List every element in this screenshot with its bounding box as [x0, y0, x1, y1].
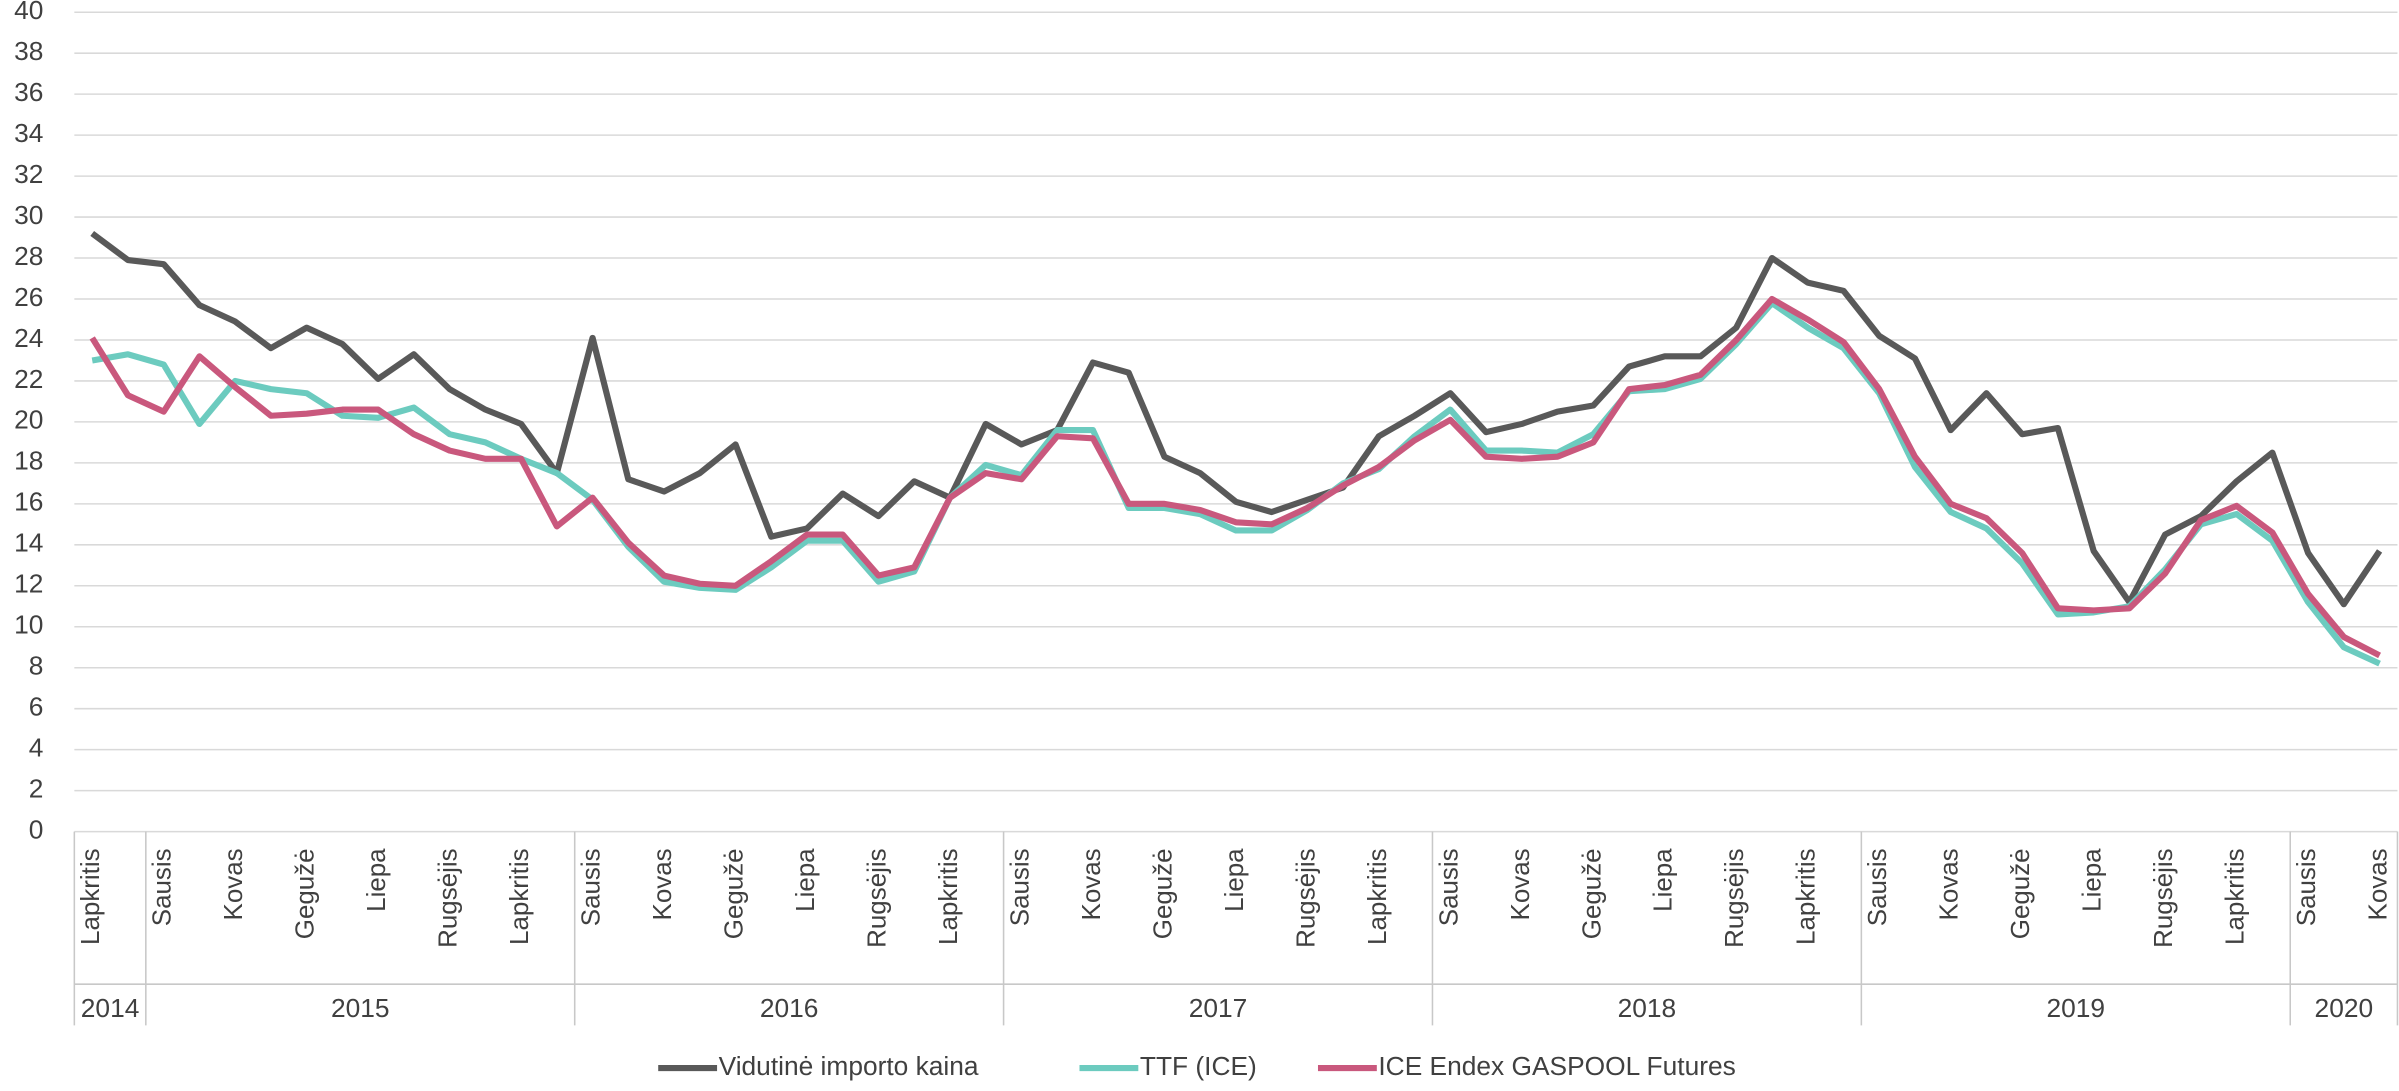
series-line — [91, 300, 2381, 667]
y-tick-label: 22 — [14, 364, 43, 394]
y-tick-label: 28 — [14, 241, 43, 271]
x-tick-label: Liepa — [361, 848, 391, 912]
y-tick-label: 4 — [29, 733, 44, 763]
year-label: 2020 — [2315, 993, 2374, 1023]
x-tick-label: Lapkritis — [2219, 848, 2249, 945]
x-tick-label: Lapkritis — [504, 848, 534, 945]
x-tick-label: Kovas — [1076, 848, 1106, 920]
x-tick-label: Kovas — [2362, 848, 2392, 920]
x-tick-label: Rugsėjis — [2148, 848, 2178, 947]
x-tick-label: Liepa — [1219, 848, 1249, 912]
y-tick-label: 18 — [14, 446, 43, 476]
x-tick-label: Rugsėjis — [1290, 848, 1320, 947]
y-tick-label: 24 — [14, 323, 43, 353]
x-tick-label: Kovas — [218, 848, 248, 920]
y-tick-label: 20 — [14, 405, 43, 435]
year-label: 2014 — [81, 993, 140, 1023]
y-tick-label: 6 — [29, 692, 44, 722]
y-tick-label: 10 — [14, 610, 43, 640]
x-tick-label: Kovas — [647, 848, 677, 920]
x-tick-label: Liepa — [1648, 848, 1678, 912]
x-tick-label: Sausis — [1862, 848, 1892, 926]
x-tick-label: Rugsėjis — [432, 848, 462, 947]
year-label: 2019 — [2047, 993, 2106, 1023]
x-tick-label: Gegužė — [718, 848, 748, 939]
x-tick-label: Kovas — [1933, 848, 1963, 920]
x-tick-label: Liepa — [790, 848, 820, 912]
x-tick-label: Liepa — [2076, 848, 2106, 912]
x-tick-label: Gegužė — [2005, 848, 2035, 939]
year-label: 2016 — [760, 993, 819, 1023]
y-tick-label: 12 — [14, 569, 43, 599]
legend-label: Vidutinė importo kaina — [719, 1051, 979, 1081]
x-tick-label: Lapkritis — [1362, 848, 1392, 945]
x-tick-label: Lapkritis — [933, 848, 963, 945]
y-tick-label: 32 — [14, 159, 43, 189]
x-tick-label: Gegužė — [1147, 848, 1177, 939]
x-tick-label: Rugsėjis — [861, 848, 891, 947]
x-tick-label: Sausis — [575, 848, 605, 926]
x-tick-label: Rugsėjis — [1719, 848, 1749, 947]
x-tick-label: Sausis — [146, 848, 176, 926]
x-tick-label: Lapkritis — [1791, 848, 1821, 945]
x-tick-label: Sausis — [1433, 848, 1463, 926]
x-tick-label: Sausis — [2291, 848, 2321, 926]
year-label: 2015 — [331, 993, 390, 1023]
x-tick-label: Lapkritis — [75, 848, 105, 945]
y-tick-label: 16 — [14, 487, 43, 517]
y-tick-label: 40 — [14, 0, 43, 25]
legend-label: ICE Endex GASPOOL Futures — [1378, 1051, 1735, 1081]
y-tick-label: 34 — [14, 118, 43, 148]
x-tick-label: Gegužė — [289, 848, 319, 939]
year-label: 2018 — [1618, 993, 1677, 1023]
series-line — [89, 295, 2382, 659]
y-tick-label: 2 — [29, 774, 44, 804]
y-tick-label: 36 — [14, 77, 43, 107]
series-line — [90, 231, 2383, 608]
y-tick-label: 8 — [29, 651, 44, 681]
year-label: 2017 — [1189, 993, 1248, 1023]
x-tick-label: Gegužė — [1576, 848, 1606, 939]
y-tick-label: 14 — [14, 528, 43, 558]
y-tick-label: 0 — [29, 815, 44, 845]
y-tick-label: 38 — [14, 36, 43, 66]
legend-label: TTF (ICE) — [1140, 1051, 1257, 1081]
y-tick-label: 30 — [14, 200, 43, 230]
x-tick-label: Sausis — [1004, 848, 1034, 926]
x-tick-label: Kovas — [1505, 848, 1535, 920]
y-tick-label: 26 — [14, 282, 43, 312]
